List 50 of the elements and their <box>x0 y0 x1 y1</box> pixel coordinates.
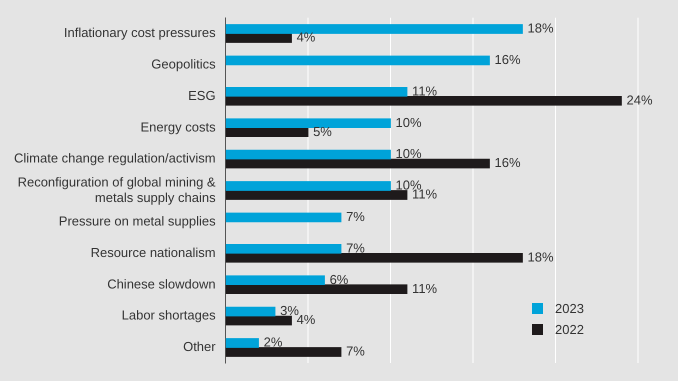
y-tick-label: Resource nationalism <box>90 244 216 260</box>
bar <box>226 190 408 200</box>
bar <box>226 96 622 106</box>
data-label: 24% <box>626 92 653 108</box>
legend-label: 2022 <box>555 322 584 338</box>
data-label: 11% <box>412 280 438 296</box>
y-tick-label: Labor shortages <box>122 308 216 323</box>
data-label: 2% <box>264 334 283 350</box>
data-label: 16% <box>494 155 521 170</box>
y-tick-label: Other <box>183 339 216 354</box>
bar <box>226 275 325 286</box>
legend-label: 2023 <box>555 301 584 316</box>
bar <box>226 33 292 43</box>
y-tick-label: Energy costs <box>140 119 216 134</box>
data-label: 6% <box>330 272 349 287</box>
bar <box>226 252 523 263</box>
y-tick-label: Reconfiguration of global mining & metals supply chains <box>18 174 216 205</box>
y-tick-label: ESG <box>188 88 216 103</box>
bar <box>226 306 276 316</box>
data-label: 5% <box>313 124 332 139</box>
bar <box>226 118 391 128</box>
bar <box>226 244 342 254</box>
data-label: 4% <box>296 30 316 45</box>
data-label: 3% <box>280 303 300 318</box>
data-label: 10% <box>396 146 422 162</box>
bar <box>226 284 408 294</box>
data-label: 11% <box>412 83 438 98</box>
bar <box>226 181 391 191</box>
y-tick-label: Inflationary cost pressures <box>64 25 216 40</box>
bar <box>226 56 490 66</box>
bar <box>226 150 391 160</box>
data-label: 10% <box>396 114 422 130</box>
y-tick-label: Geopolitics <box>151 56 216 72</box>
bar <box>226 127 308 138</box>
data-label: 7% <box>346 344 366 359</box>
data-label: 18% <box>528 20 554 36</box>
bar <box>226 338 259 348</box>
y-tick-label: Chinese slowdown <box>107 276 216 292</box>
bar <box>226 347 342 357</box>
bar <box>226 158 490 168</box>
y-tick-label: Climate change regulation/activism <box>14 150 216 166</box>
bar <box>226 316 292 326</box>
y-tick-label: Pressure on metal supplies <box>58 213 216 228</box>
bar <box>226 212 342 222</box>
data-label: 18% <box>528 249 554 264</box>
bar <box>226 86 408 97</box>
data-label: 7% <box>346 240 366 256</box>
bar <box>226 24 523 34</box>
data-label: 7% <box>346 208 366 224</box>
data-label: 16% <box>494 52 521 67</box>
